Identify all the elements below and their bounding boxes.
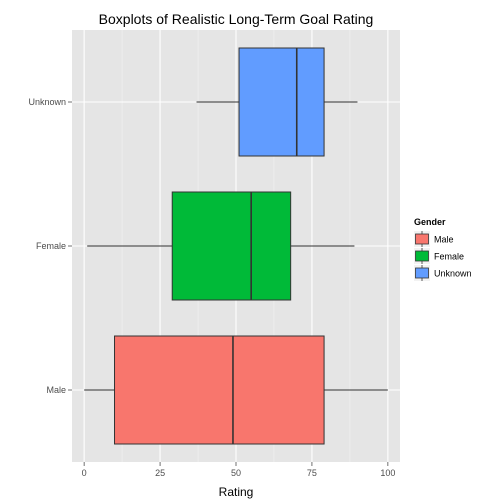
box-unknown [196,47,358,157]
x-tick-label: 25 [155,468,165,478]
legend-key-swatch [415,233,429,245]
legend-items: Male Female Unknown [414,231,472,281]
box-female [87,191,355,301]
y-tick-label: Male [46,385,66,395]
legend: Gender Male Female Unknown [414,217,472,281]
y-tick-label: Female [36,241,66,251]
x-axis-title: Rating [219,485,254,499]
legend-label: Male [434,235,454,245]
x-tick-label: 100 [380,468,395,478]
box-iqr [114,335,325,445]
box-iqr [171,191,292,301]
legend-item-male: Male [414,231,454,247]
legend-item-unknown: Unknown [414,265,472,281]
box-iqr [238,47,325,157]
x-tick-label: 50 [231,468,241,478]
legend-label: Unknown [434,269,472,279]
legend-key-swatch [415,250,429,262]
x-tick-label: 75 [307,468,317,478]
legend-item-female: Female [414,248,464,264]
legend-title: Gender [414,217,446,227]
x-tick-label: 0 [82,468,87,478]
legend-key-swatch [415,267,429,279]
chart-title: Boxplots of Realistic Long-Term Goal Rat… [99,11,374,27]
x-axis-ticks: 0 25 50 75 100 [82,462,395,478]
y-axis-ticks: Male Female Unknown [28,97,72,395]
boxes [84,47,388,445]
y-tick-label: Unknown [28,97,66,107]
box-male [84,335,388,445]
legend-label: Female [434,252,464,262]
